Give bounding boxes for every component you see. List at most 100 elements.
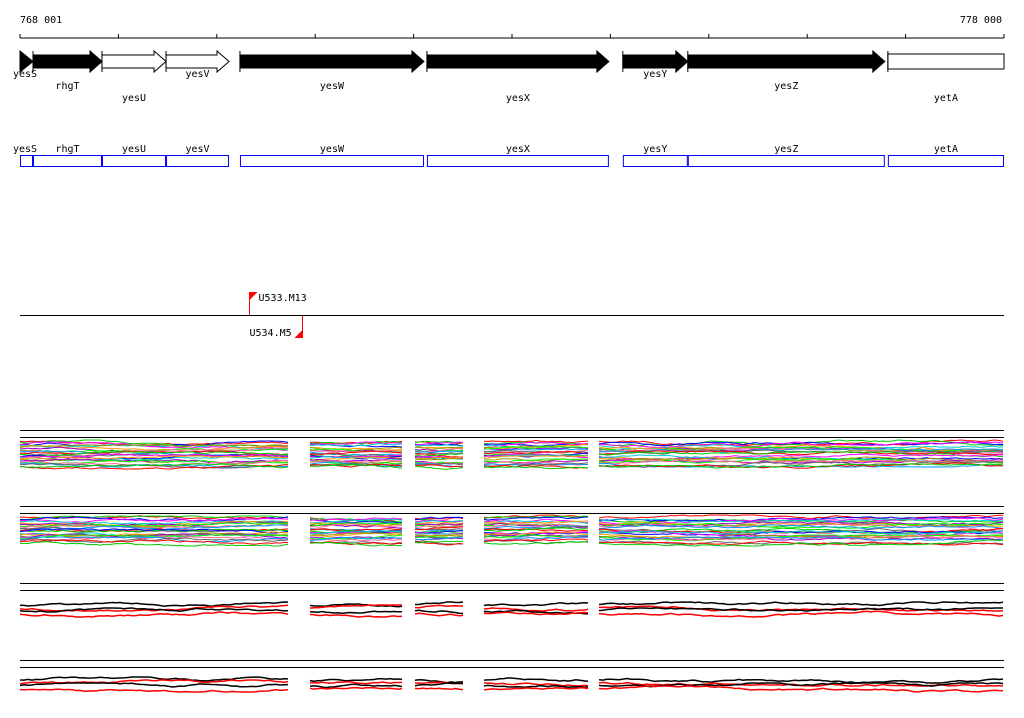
- profile-trace: [483, 538, 589, 543]
- gene-label: yesZ: [774, 81, 798, 92]
- profile-trace: [598, 524, 1004, 530]
- gene-box[interactable]: [887, 155, 1005, 167]
- gene-box-yesX[interactable]: yesX: [426, 144, 609, 167]
- profile-trace: [414, 682, 464, 687]
- gene-yesZ[interactable]: yesZ: [687, 49, 886, 92]
- profile-trace: [414, 536, 464, 541]
- profile-trace: [598, 536, 1004, 541]
- gene-box-yesW[interactable]: yesW: [239, 144, 424, 167]
- gene-box-yesY[interactable]: yesY: [622, 144, 688, 167]
- gene-box[interactable]: [166, 155, 230, 167]
- profile-trace: [598, 451, 1004, 458]
- profile-trace: [598, 605, 1004, 612]
- profile-trace: [309, 536, 403, 541]
- profile-trace: [599, 516, 1004, 522]
- profile-trace: [309, 681, 403, 685]
- profile-trace: [309, 519, 403, 524]
- profile-trace: [598, 677, 1004, 684]
- profile-trace: [414, 609, 464, 615]
- gene-box[interactable]: [20, 155, 33, 167]
- profile-trace: [309, 457, 403, 462]
- marker-label: U533.M13: [259, 293, 307, 304]
- gene-label: yesX: [506, 93, 530, 104]
- gene-arrow[interactable]: [887, 53, 1005, 70]
- gene-box-label: yesY: [643, 144, 667, 155]
- gene-yesV[interactable]: yesV: [165, 49, 230, 80]
- gene-box-rhgT[interactable]: rhgT: [32, 144, 102, 167]
- gene-box-label: yesS: [13, 144, 37, 155]
- gene-box-label: yesZ: [774, 144, 798, 155]
- gene-box-yesU[interactable]: yesU: [101, 144, 167, 167]
- profile-trace: [309, 441, 403, 446]
- profile-trace: [19, 439, 289, 447]
- profile-trace: [19, 464, 289, 470]
- gene-boxes-track[interactable]: yesS rhgT yesU yesV yesW yesX yesY yesZ yetA: [13, 144, 1005, 167]
- profile-trace: [19, 611, 289, 618]
- profile-trace: [483, 441, 589, 447]
- profile-trace: [414, 457, 464, 461]
- profile-trace: [19, 444, 289, 449]
- gene-box[interactable]: [239, 155, 424, 167]
- gene-box-yetA[interactable]: yetA: [887, 144, 1005, 167]
- profile-tracks: [19, 430, 1004, 693]
- profile-trace: [598, 539, 1004, 547]
- gene-arrow[interactable]: [32, 49, 103, 74]
- marker-label: U534.M5: [250, 328, 292, 339]
- profile-trace: [483, 516, 589, 521]
- profile-trace: [19, 539, 289, 545]
- gene-box[interactable]: [101, 155, 167, 167]
- gene-yesX[interactable]: yesX: [426, 49, 610, 104]
- markers-track[interactable]: U533.M13 U534.M5: [20, 292, 1004, 339]
- profile-trace: [414, 525, 464, 529]
- profile-trace: [19, 607, 289, 613]
- gene-yesW[interactable]: yesW: [239, 49, 425, 92]
- gene-label: yesU: [122, 93, 146, 104]
- ruler-start-label: 768 001: [20, 15, 62, 26]
- profile-trace: [414, 441, 464, 446]
- gene-box[interactable]: [687, 155, 885, 167]
- profile-trace: [309, 528, 403, 532]
- gene-rhgT[interactable]: rhgT: [32, 49, 103, 92]
- profile-trace: [309, 613, 403, 618]
- profile-trace: [414, 516, 464, 521]
- gene-box[interactable]: [622, 155, 688, 167]
- marker-U533.M13[interactable]: U533.M13: [249, 292, 307, 315]
- gene-arrow[interactable]: [101, 49, 167, 74]
- gene-arrow[interactable]: [687, 49, 886, 74]
- profile-trace: [414, 521, 464, 525]
- gene-box-label: rhgT: [55, 144, 79, 155]
- profile-trace: [598, 448, 1004, 453]
- profile-trace: [598, 610, 1004, 618]
- profile-trace: [483, 446, 589, 450]
- gene-yetA[interactable]: yetA: [887, 51, 1005, 104]
- gene-yesS[interactable]: yesS: [13, 49, 37, 80]
- gene-label: rhgT: [55, 81, 79, 92]
- marker-U534.M5[interactable]: U534.M5: [250, 316, 303, 339]
- marker-flag-icon: [294, 330, 303, 338]
- profile-trace: [414, 450, 464, 454]
- profile-track-3: [19, 583, 1004, 618]
- gene-arrow[interactable]: [426, 49, 610, 74]
- gene-arrow[interactable]: [165, 49, 230, 74]
- profile-trace: [598, 530, 1004, 535]
- profile-trace: [19, 688, 289, 693]
- gene-label: yesY: [643, 69, 667, 80]
- gene-arrow[interactable]: [239, 49, 425, 74]
- profile-trace: [309, 541, 403, 547]
- gene-box[interactable]: [426, 155, 609, 167]
- profile-trace: [414, 446, 464, 450]
- gene-arrow[interactable]: [622, 49, 689, 74]
- gene-box-yesS[interactable]: yesS: [13, 144, 37, 167]
- gene-arrows-track[interactable]: yesS rhgT yesU yesV yesW yesX yesY yesZ yetA: [13, 49, 1005, 104]
- gene-box-yesV[interactable]: yesV: [166, 144, 230, 167]
- profile-trace: [19, 515, 289, 521]
- gene-label: yetA: [934, 93, 958, 104]
- gene-box-yesZ[interactable]: yesZ: [687, 144, 885, 167]
- profile-trace: [309, 449, 403, 453]
- gene-box[interactable]: [32, 155, 102, 167]
- profile-trace: [414, 612, 464, 617]
- gene-yesY[interactable]: yesY: [622, 49, 689, 80]
- gene-yesU[interactable]: yesU: [101, 49, 167, 104]
